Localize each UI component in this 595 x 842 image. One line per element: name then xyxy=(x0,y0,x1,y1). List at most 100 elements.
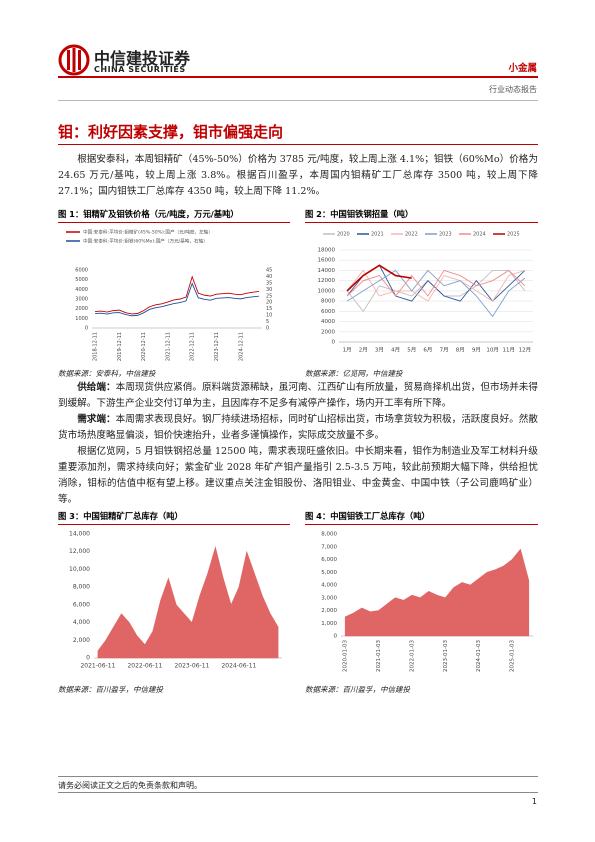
y2-tick-label: 40 xyxy=(266,274,272,280)
x-tick-label: 2024-12-11 xyxy=(238,332,244,361)
y-tick-label: 16000 xyxy=(318,258,336,264)
logo-icon xyxy=(58,44,90,76)
x-tick-label: 2019-12-11 xyxy=(117,332,123,361)
series-line xyxy=(95,275,260,315)
x-tick-label: 2020-01-03 xyxy=(343,640,349,672)
x-tick-label: 2022-01-03 xyxy=(409,640,415,672)
series-line xyxy=(346,269,526,318)
footer-rule xyxy=(58,792,538,793)
y-tick-label: 3,000 xyxy=(321,595,337,601)
figure-title: 图 2：中国钼铁钢招量（吨） xyxy=(305,208,538,223)
x-tick-label: 10月 xyxy=(486,347,499,354)
y2-tick-label: 30 xyxy=(266,287,272,293)
figure-source: 数据来源：百川盈孚，中信建投 xyxy=(58,685,163,694)
figure-source: 数据来源：百川盈孚，中信建投 xyxy=(305,685,410,694)
x-tick-label: 11月 xyxy=(503,347,516,354)
figure-title: 图 1：钼精矿及钼铁价格（元/吨度，万元/基吨） xyxy=(58,208,290,223)
page-number: 1 xyxy=(531,797,537,806)
x-tick-label: 2024-06-11 xyxy=(221,663,256,670)
figure-title: 图 3：中国钼精矿厂总库存（吨） xyxy=(58,510,290,525)
logo-en: CHINA SECURITIES xyxy=(94,65,186,74)
figure-title: 图 4：中国钼铁工厂总库存（吨） xyxy=(305,510,538,525)
x-tick-label: 2023-01-03 xyxy=(443,640,449,672)
y-tick-label: 3000 xyxy=(75,297,88,303)
x-tick-label: 2023-06-11 xyxy=(174,663,209,670)
x-tick-label: 2025-01-03 xyxy=(510,640,516,672)
paragraph: 根据亿览网，5 月钼铁钢招总量 12500 吨，需求表现旺盛依旧。中长期来看，钼… xyxy=(58,446,538,505)
y2-tick-label: 25 xyxy=(266,293,272,299)
y-tick-label: 0 xyxy=(334,634,338,640)
report-type: 行业动态报告 xyxy=(489,85,537,94)
header-rule xyxy=(58,100,538,101)
legend-label: 中国:安泰科:平均价:钼精矿(45%-50%):国产（元/吨度，左轴） xyxy=(83,229,213,236)
x-tick-label: 9月 xyxy=(472,347,481,354)
area xyxy=(344,548,530,637)
x-tick-label: 2023-12-11 xyxy=(214,332,220,361)
paragraph: 供给端：本周现货供应紧俏。原料端货源稀缺，虽河南、江西矿山有所放量，贸易商择机出… xyxy=(58,382,539,409)
y-tick-label: 2000 xyxy=(75,306,88,312)
figure-source: 数据来源：安泰科，中信建投 xyxy=(58,369,156,378)
y-tick-label: 10,000 xyxy=(69,566,90,573)
logo-cn: 中信建投证券 xyxy=(94,49,191,68)
y-tick-label: 2,000 xyxy=(73,637,90,644)
x-tick-label: 2020-12-11 xyxy=(141,332,147,361)
title-rule xyxy=(58,144,538,145)
y2-tick-label: 0 xyxy=(266,326,269,332)
series-line xyxy=(346,269,526,297)
figure-source: 数据来源：亿览网，中信建投 xyxy=(305,369,403,378)
x-tick-label: 5月 xyxy=(407,347,416,354)
y-tick-label: 12000 xyxy=(318,278,336,284)
y-tick-label: 1000 xyxy=(75,316,88,322)
x-tick-label: 2022-12-11 xyxy=(190,332,196,361)
y-tick-label: 2000 xyxy=(321,329,335,335)
x-tick-label: 2021-01-03 xyxy=(376,640,382,672)
y2-tick-label: 45 xyxy=(266,268,272,274)
y2-tick-label: 35 xyxy=(266,280,272,286)
y-tick-label: 1,000 xyxy=(321,621,337,627)
section-title: 钼：利好因素支撑，钼市偏强走向 xyxy=(58,123,284,141)
legend-label: 2020 xyxy=(337,232,350,238)
y-tick-label: 12,000 xyxy=(69,548,90,555)
chart: 0 2000 4000 6000 8000 10000 12000 14000 16000 180… xyxy=(318,232,533,354)
legend-label: 2023 xyxy=(439,232,452,238)
paragraph: 需求端：本周需求表现良好。钢厂持续进场招标，同时矿山招标出货，市场拿货较为积极，… xyxy=(58,414,539,441)
y-tick-label: 0 xyxy=(85,326,88,332)
y-tick-label: 18000 xyxy=(318,248,336,254)
y-tick-label: 5000 xyxy=(75,277,88,283)
y-tick-label: 8000 xyxy=(321,299,335,305)
y-tick-label: 7,000 xyxy=(321,544,337,550)
y2-tick-label: 15 xyxy=(266,306,272,312)
legend-label: 2021 xyxy=(371,232,384,238)
x-tick-label: 8月 xyxy=(456,347,465,354)
y-tick-label: 14000 xyxy=(318,268,336,274)
y-tick-label: 2,000 xyxy=(321,608,337,614)
y-tick-label: 4000 xyxy=(75,287,88,293)
x-tick-label: 2021-12-11 xyxy=(165,332,171,361)
series-line xyxy=(346,269,526,302)
y-tick-label: 0 xyxy=(86,655,90,662)
y-tick-label: 10000 xyxy=(318,288,336,294)
x-tick-label: 2021-06-11 xyxy=(80,663,115,670)
series-line xyxy=(346,264,412,292)
y-tick-label: 4000 xyxy=(321,319,335,325)
x-tick-label: 2018-12-11 xyxy=(93,332,99,361)
x-tick-label: 1月 xyxy=(343,347,352,354)
x-tick-label: 12月 xyxy=(519,347,532,354)
legend-label: 2025 xyxy=(507,232,520,238)
x-tick-label: 7月 xyxy=(440,347,449,354)
y-tick-label: 5,000 xyxy=(321,570,337,576)
area xyxy=(97,546,279,659)
chart: 0 2,000 4,000 6,000 8,000 10,000 12,000 14,000 2… xyxy=(69,531,282,670)
y-tick-label: 0 xyxy=(332,340,336,346)
y2-tick-label: 5 xyxy=(266,319,269,325)
legend-label: 2024 xyxy=(473,232,486,238)
chart: 0100020003000400050006000051015202530354… xyxy=(66,229,272,361)
x-tick-label: 2022-06-11 xyxy=(127,663,162,670)
x-tick-label: 4月 xyxy=(391,347,400,354)
y-tick-label: 8,000 xyxy=(321,532,337,538)
legend-label: 中国:安泰科:平均价:钼铁(60%Mo):国产（万元/基吨，右轴） xyxy=(83,238,208,245)
y-tick-label: 6,000 xyxy=(73,601,90,608)
y-tick-label: 6,000 xyxy=(321,557,337,563)
x-tick-label: 6月 xyxy=(423,347,432,354)
